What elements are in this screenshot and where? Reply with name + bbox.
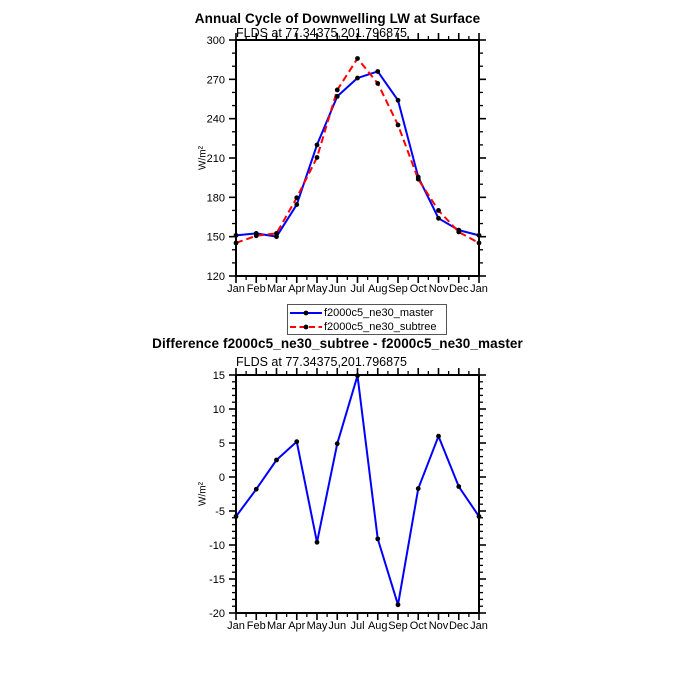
legend-label-master: f2000c5_ne30_master [324, 306, 434, 319]
annual-cycle-title: Annual Cycle of Downwelling LW at Surfac… [194, 11, 481, 26]
svg-text:Apr: Apr [288, 283, 305, 295]
svg-text:Apr: Apr [288, 620, 305, 632]
svg-text:-5: -5 [215, 506, 225, 518]
svg-text:Dec: Dec [449, 283, 469, 295]
svg-text:Jan: Jan [227, 620, 245, 632]
svg-text:-20: -20 [209, 608, 225, 620]
difference-subtitle: FLDS at 77.34375,201.796875 [236, 355, 407, 369]
svg-text:Nov: Nov [429, 283, 449, 295]
svg-text:Oct: Oct [410, 620, 427, 632]
legend-entry-master: f2000c5_ne30_master [288, 306, 446, 320]
svg-text:5: 5 [219, 438, 225, 450]
svg-text:May: May [307, 620, 328, 632]
svg-text:Jan: Jan [227, 283, 245, 295]
svg-text:240: 240 [207, 114, 225, 126]
svg-text:Sep: Sep [388, 620, 408, 632]
svg-text:300: 300 [207, 35, 225, 47]
svg-text:-10: -10 [209, 540, 225, 552]
svg-text:-15: -15 [209, 574, 225, 586]
master-line-sample [290, 310, 322, 315]
svg-text:Feb: Feb [247, 620, 266, 632]
svg-text:May: May [307, 283, 328, 295]
subtree-line-sample [290, 324, 322, 329]
svg-text:Mar: Mar [267, 620, 286, 632]
svg-text:15: 15 [213, 370, 225, 382]
svg-text:120: 120 [207, 271, 225, 283]
svg-text:180: 180 [207, 192, 225, 204]
svg-text:Feb: Feb [247, 283, 266, 295]
legend-box: f2000c5_ne30_master f2000c5_ne30_subtree [287, 304, 447, 335]
svg-text:Dec: Dec [449, 620, 469, 632]
difference-title: Difference f2000c5_ne30_subtree - f2000c… [152, 336, 523, 351]
svg-text:150: 150 [207, 232, 225, 244]
svg-text:10: 10 [213, 404, 225, 416]
svg-text:Mar: Mar [267, 283, 286, 295]
svg-text:Jan: Jan [470, 620, 488, 632]
svg-text:Jul: Jul [350, 620, 364, 632]
svg-text:Jul: Jul [350, 283, 364, 295]
svg-text:Jun: Jun [328, 620, 346, 632]
svg-text:Sep: Sep [388, 283, 408, 295]
svg-text:Nov: Nov [429, 620, 449, 632]
legend-label-subtree: f2000c5_ne30_subtree [324, 320, 437, 333]
svg-text:Aug: Aug [368, 620, 388, 632]
annual-cycle-subtitle: FLDS at 77.34375,201.796875 [236, 26, 407, 40]
svg-text:Aug: Aug [368, 283, 388, 295]
svg-text:Oct: Oct [410, 283, 427, 295]
svg-text:0: 0 [219, 472, 225, 484]
svg-text:210: 210 [207, 153, 225, 165]
svg-text:270: 270 [207, 74, 225, 86]
svg-text:Jun: Jun [328, 283, 346, 295]
svg-text:Jan: Jan [470, 283, 488, 295]
legend-entry-subtree: f2000c5_ne30_subtree [288, 320, 446, 334]
